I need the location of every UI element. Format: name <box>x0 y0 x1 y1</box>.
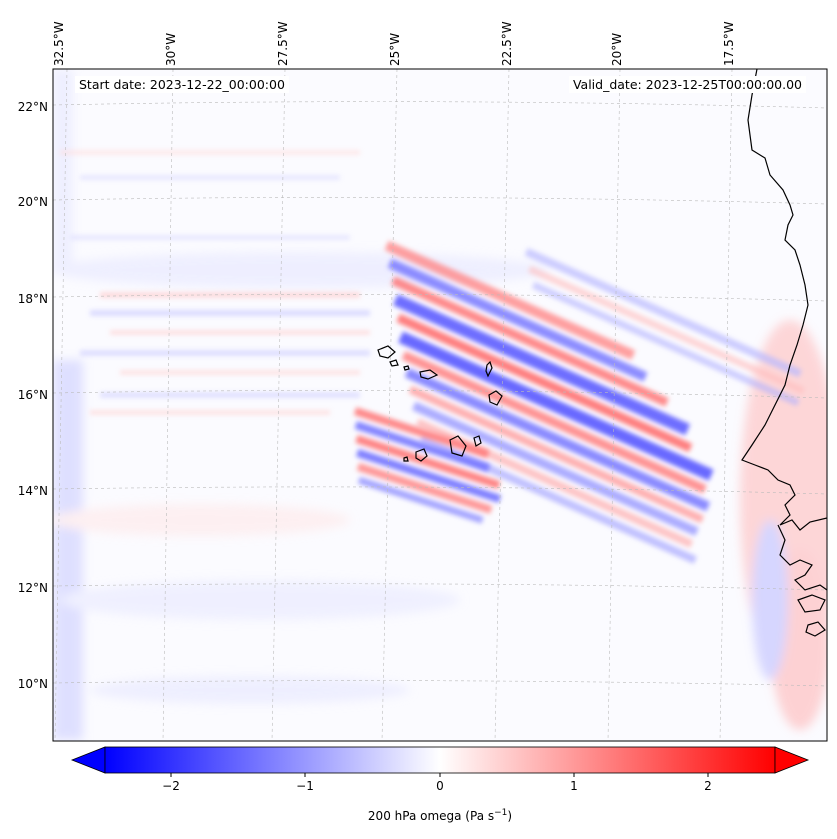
lat-label: 14°N <box>17 484 48 498</box>
lon-label: 32.5°W <box>52 21 66 66</box>
map-frame <box>52 68 828 742</box>
lon-label: 27.5°W <box>276 21 290 66</box>
colorbar-tick: 2 <box>704 779 712 793</box>
lon-label: 25°W <box>388 32 402 66</box>
graticule <box>53 69 827 741</box>
colorbar-tick: 0 <box>436 779 444 793</box>
lon-label: 30°W <box>164 32 178 66</box>
lon-label: 17.5°W <box>722 21 736 66</box>
colorbar-tick: −2 <box>162 779 180 793</box>
start-date-label: Start date: 2023-12-22_00:00:00 <box>75 76 289 93</box>
lat-label: 20°N <box>17 195 48 209</box>
lon-label: 20°W <box>610 32 624 66</box>
coastline <box>741 69 827 637</box>
cape-verde-islands <box>377 345 503 462</box>
lon-label: 22.5°W <box>500 21 514 66</box>
valid-date-label: Valid_date: 2023-12-25T00:00:00.00 <box>568 76 806 93</box>
lat-label: 10°N <box>17 677 48 691</box>
lat-label: 18°N <box>17 292 48 306</box>
colorbar-tick: 1 <box>570 779 578 793</box>
lat-label: 22°N <box>17 100 48 114</box>
colorbar-label: 200 hPa omega (Pa s−1) <box>367 808 513 823</box>
colorbar <box>70 746 810 777</box>
lat-label: 16°N <box>17 388 48 402</box>
lat-label: 12°N <box>17 581 48 595</box>
omega-field <box>53 69 827 740</box>
colorbar-tick: −1 <box>296 779 314 793</box>
